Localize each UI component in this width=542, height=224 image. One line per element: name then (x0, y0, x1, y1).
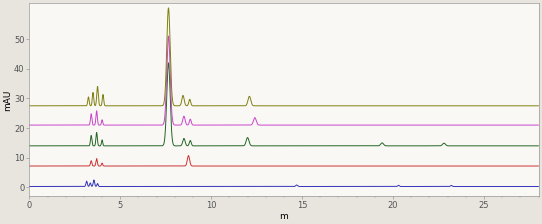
Y-axis label: mAU: mAU (3, 89, 12, 111)
X-axis label: m: m (280, 211, 288, 220)
